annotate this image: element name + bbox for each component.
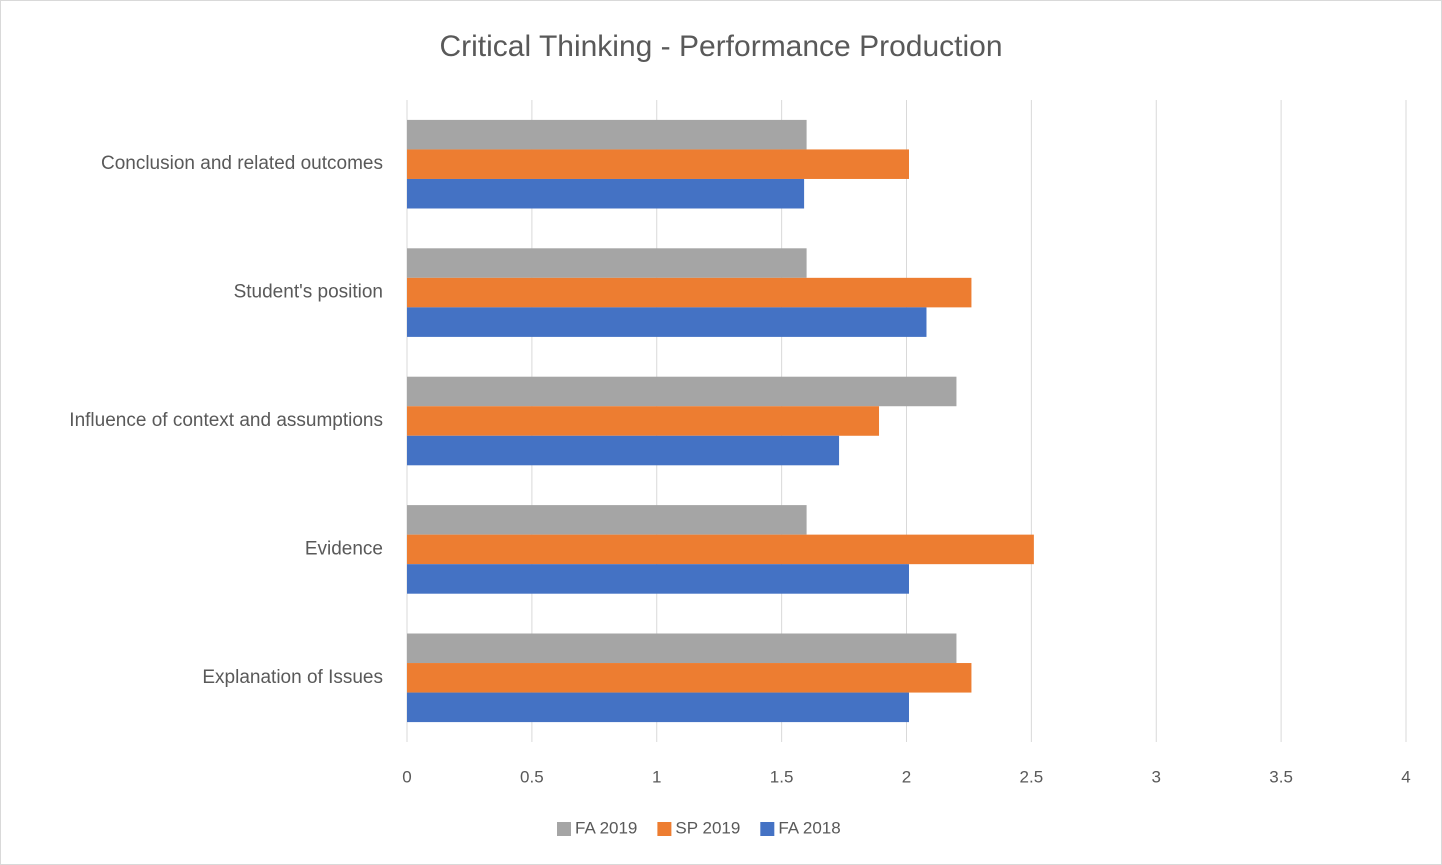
bar	[407, 149, 909, 179]
bar	[407, 119, 807, 150]
bar	[407, 376, 957, 407]
x-tick-label: 1.5	[770, 767, 794, 786]
legend-swatch	[657, 822, 672, 836]
bar	[407, 564, 909, 594]
y-tick-label: Influence of context and assumptions	[69, 410, 383, 431]
y-tick-label: Conclusion and related outcomes	[101, 153, 383, 174]
y-tick-label: Evidence	[305, 538, 383, 559]
bar	[407, 178, 805, 209]
bar	[407, 248, 807, 278]
x-tick-label: 1	[652, 767, 661, 786]
legend-label: FA 2019	[575, 818, 637, 837]
legend-label: SP 2019	[675, 818, 740, 837]
bar	[407, 692, 909, 723]
y-tick-label: Explanation of Issues	[202, 667, 383, 688]
x-tick-label: 0	[402, 767, 411, 786]
legend-swatch	[760, 822, 775, 836]
x-tick-label: 2.5	[1020, 767, 1044, 786]
bar	[407, 505, 807, 535]
bar	[407, 277, 972, 308]
bar	[407, 663, 972, 693]
chart-title: Critical Thinking - Performance Producti…	[439, 30, 1002, 63]
bar	[407, 435, 840, 466]
x-tick-label: 0.5	[520, 767, 544, 786]
y-tick-label: Student's position	[234, 282, 383, 303]
bar	[407, 307, 927, 337]
x-tick-label: 2	[902, 767, 911, 786]
bar	[407, 633, 957, 664]
x-tick-label: 3.5	[1269, 767, 1293, 786]
x-tick-label: 4	[1401, 767, 1410, 786]
x-tick-label: 3	[1152, 767, 1161, 786]
legend-swatch	[557, 822, 571, 836]
bar	[407, 534, 1034, 565]
legend-label: FA 2018	[778, 818, 840, 837]
bar	[407, 406, 880, 436]
